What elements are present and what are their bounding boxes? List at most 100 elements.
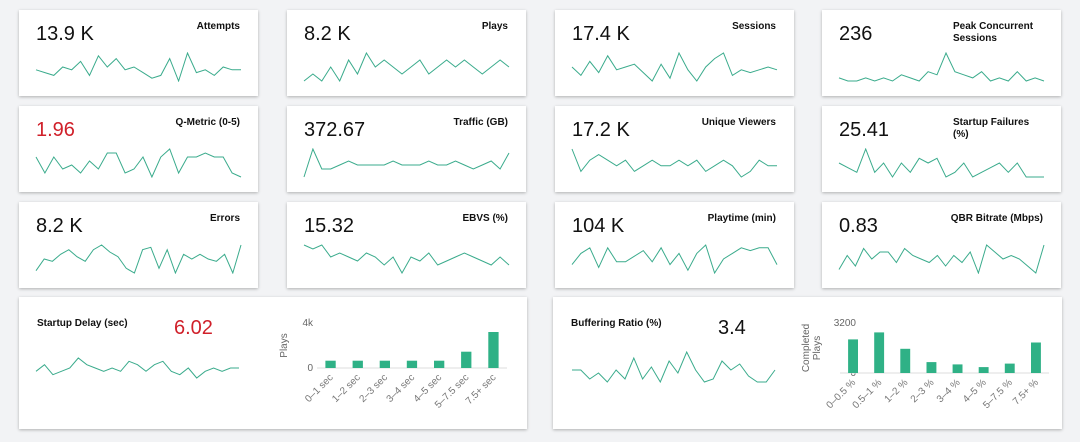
x-tick-label: 0.5–1 % bbox=[851, 377, 885, 411]
sparkline-trend bbox=[303, 244, 510, 274]
x-tick-label: 7.5+ sec bbox=[464, 372, 499, 407]
metric-sparkline bbox=[571, 52, 778, 82]
metric-label: Errors bbox=[209, 213, 240, 224]
metric-sparkline bbox=[35, 52, 241, 82]
x-tick-label: 7.5+ % bbox=[1011, 377, 1041, 407]
buffering-ratio-label: Buffering Ratio (%) bbox=[571, 318, 662, 329]
metric-label: Sessions bbox=[732, 21, 776, 32]
histogram-bar[interactable] bbox=[848, 339, 858, 373]
metric-label: Peak Concurrent Sessions bbox=[953, 21, 1034, 44]
metric-value: 25.41 bbox=[839, 119, 890, 141]
histogram-bar[interactable] bbox=[379, 360, 390, 368]
sparkline-trend bbox=[838, 244, 1045, 274]
metric-card-traffic-gb[interactable]: 372.67 Traffic (GB) bbox=[287, 106, 526, 192]
metric-value: 104 K bbox=[572, 215, 625, 237]
buffering-ratio-value: 3.4 bbox=[718, 317, 746, 339]
metric-label: Q-Metric (0-5) bbox=[175, 117, 240, 128]
y-tick-min: 0 bbox=[307, 363, 313, 374]
metric-card-peak-concurrent-sessions[interactable]: 236 Peak Concurrent Sessions bbox=[822, 10, 1061, 96]
metric-sparkline bbox=[35, 148, 242, 178]
histogram-bar[interactable] bbox=[352, 360, 363, 368]
sparkline-trend bbox=[303, 52, 510, 82]
sparkline-trend bbox=[571, 244, 778, 274]
metric-card-q-metric-0-5[interactable]: 1.96 Q-Metric (0-5) bbox=[19, 106, 258, 192]
histogram-bar[interactable] bbox=[488, 332, 499, 368]
y-axis-label: CompletedPlays bbox=[801, 324, 823, 372]
metric-card-playtime-min[interactable]: 104 K Playtime (min) bbox=[555, 202, 794, 288]
metric-label: QBR Bitrate (Mbps) bbox=[950, 213, 1043, 224]
sparkline-trend bbox=[35, 52, 241, 82]
metric-sparkline bbox=[571, 148, 777, 178]
sparkline-trend bbox=[838, 52, 1045, 82]
histogram-bar[interactable] bbox=[926, 362, 937, 373]
metric-label: EBVS (%) bbox=[462, 213, 508, 224]
histogram-bar[interactable] bbox=[461, 351, 472, 368]
metric-label: Unique Viewers bbox=[701, 117, 776, 128]
metric-value: 0.83 bbox=[839, 215, 878, 237]
histogram-bar[interactable] bbox=[874, 332, 885, 373]
histogram-bar[interactable] bbox=[1004, 363, 1015, 373]
histogram-bar[interactable] bbox=[952, 364, 963, 373]
startup-delay-sparkline bbox=[35, 357, 239, 379]
buffering-ratio-histogram: CompletedPlays320000–0.5 %0.5–1 %1–2 %2–… bbox=[801, 318, 1049, 411]
y-tick-max: 3200 bbox=[834, 318, 857, 329]
sparkline-trend bbox=[571, 52, 778, 82]
metric-sparkline bbox=[838, 148, 1044, 178]
metric-card-errors[interactable]: 8.2 K Errors bbox=[19, 202, 258, 288]
metric-card-sessions[interactable]: 17.4 K Sessions bbox=[555, 10, 794, 96]
x-tick-label: 0–1 sec bbox=[303, 372, 336, 405]
metric-sparkline bbox=[838, 244, 1045, 274]
histogram-bar[interactable] bbox=[900, 348, 911, 373]
histogram-bar[interactable] bbox=[1031, 342, 1041, 374]
x-tick-label: 2–3 % bbox=[909, 377, 937, 405]
startup-delay-label: Startup Delay (sec) bbox=[37, 318, 128, 329]
metric-value: 236 bbox=[839, 23, 873, 45]
buffering-ratio-sparkline bbox=[572, 351, 776, 383]
metric-sparkline bbox=[35, 244, 242, 274]
sparkline-trend bbox=[35, 244, 242, 274]
metric-card-ebvs[interactable]: 15.32 EBVS (%) bbox=[287, 202, 526, 288]
y-tick-max: 4k bbox=[302, 318, 314, 329]
histogram-bar[interactable] bbox=[978, 367, 989, 373]
metric-card-unique-viewers[interactable]: 17.2 K Unique Viewers bbox=[555, 106, 794, 192]
metric-label: Playtime (min) bbox=[707, 213, 776, 224]
y-axis-label: Plays bbox=[279, 333, 290, 357]
metric-card-attempts[interactable]: 13.9 K Attempts bbox=[19, 10, 258, 96]
metric-value: 17.2 K bbox=[572, 119, 630, 141]
metric-sparkline bbox=[303, 148, 510, 178]
x-tick-label: 3–4 sec bbox=[385, 372, 418, 405]
metric-value: 1.96 bbox=[36, 119, 75, 141]
x-tick-label: 5–7.5 % bbox=[981, 377, 1015, 411]
metric-label: Startup Failures (%) bbox=[953, 117, 1030, 140]
metric-value: 8.2 K bbox=[36, 215, 83, 237]
sparkline-trend bbox=[35, 357, 239, 379]
metric-sparkline bbox=[571, 244, 778, 274]
metric-value: 8.2 K bbox=[304, 23, 351, 45]
metric-card-startup-failures[interactable]: 25.41 Startup Failures (%) bbox=[822, 106, 1061, 192]
sparkline-trend bbox=[572, 351, 776, 383]
metric-value: 372.67 bbox=[304, 119, 366, 141]
x-tick-label: 2–3 sec bbox=[357, 372, 390, 405]
metric-sparkline bbox=[303, 52, 510, 82]
buffering-ratio-panel[interactable]: Buffering Ratio (%) 3.4 CompletedPlays 32… bbox=[553, 297, 1062, 429]
metric-sparkline bbox=[303, 244, 510, 274]
x-tick-label: 1–2 % bbox=[883, 377, 911, 405]
histogram-bar[interactable] bbox=[406, 360, 418, 368]
x-tick-label: 3–4 % bbox=[935, 377, 963, 405]
sparkline-trend bbox=[303, 148, 510, 178]
metric-value: 17.4 K bbox=[572, 23, 630, 45]
x-tick-label: 1–2 sec bbox=[330, 372, 363, 405]
metric-card-plays[interactable]: 8.2 K Plays bbox=[287, 10, 526, 96]
metric-value: 13.9 K bbox=[36, 23, 94, 45]
metric-label: Plays bbox=[481, 21, 508, 32]
histogram-bar[interactable] bbox=[325, 360, 336, 368]
sparkline-trend bbox=[838, 148, 1044, 178]
histogram-bar[interactable] bbox=[434, 360, 445, 368]
metric-sparkline bbox=[838, 52, 1045, 82]
startup-delay-panel[interactable]: Startup Delay (sec) 6.02 Plays 4k 0 0–1 sec… bbox=[19, 297, 527, 429]
startup-delay-value: 6.02 bbox=[174, 317, 213, 339]
metric-value: 15.32 bbox=[304, 215, 355, 237]
metric-card-qbr-bitrate-mbps[interactable]: 0.83 QBR Bitrate (Mbps) bbox=[822, 202, 1061, 288]
metric-label: Attempts bbox=[196, 21, 240, 32]
